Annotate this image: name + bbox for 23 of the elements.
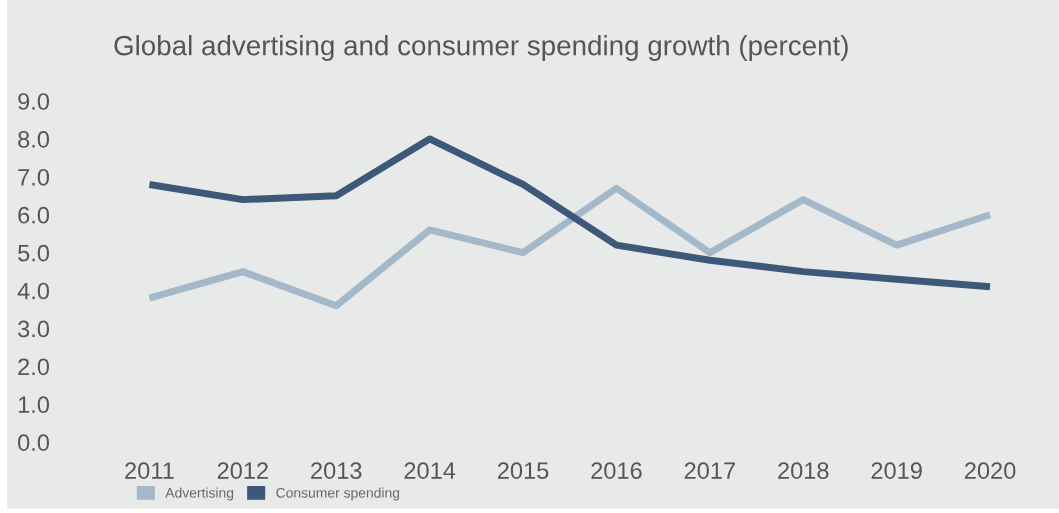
x-tick-label: 2013 [311, 462, 362, 479]
chart-title: Global advertising and consumer spending growth (percent) [114, 35, 848, 61]
y-tick-label: 8.0 [18, 131, 50, 148]
x-tick-label: 2014 [404, 462, 456, 479]
y-tick-label: 5.0 [18, 244, 50, 262]
legend-label: Advertising [165, 487, 234, 501]
x-tick-label: 2016 [591, 462, 642, 479]
y-tick-label: 6.0 [18, 206, 50, 224]
x-tick-label: 2018 [778, 462, 829, 479]
y-tick-label: 9.0 [18, 93, 50, 110]
y-tick-label: 0.0 [18, 434, 50, 451]
y-tick-label: 2.0 [18, 358, 50, 376]
x-tick-label: 2015 [497, 462, 549, 479]
x-tick-label: 2012 [217, 462, 268, 479]
y-tick-label: 3.0 [18, 320, 50, 338]
x-tick-label: 2020 [964, 462, 1016, 479]
y-tick-label: 4.0 [17, 282, 50, 300]
x-tick-label: 2019 [871, 462, 922, 479]
legend-label: Consumer spending [276, 487, 400, 501]
y-tick-label: 1.0 [18, 396, 50, 414]
x-tick-label: 2011 [125, 462, 174, 479]
y-tick-label: 7.0 [18, 168, 50, 186]
x-tick-label: 2017 [684, 462, 735, 479]
